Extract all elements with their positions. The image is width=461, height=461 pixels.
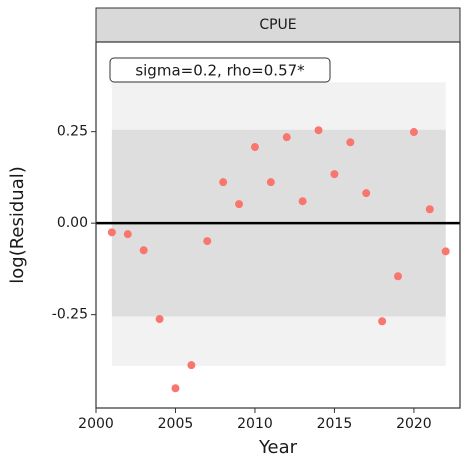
x-tick-label: 2015	[317, 416, 353, 432]
point	[171, 384, 180, 393]
point	[187, 361, 196, 370]
point	[107, 228, 116, 237]
point	[378, 317, 387, 326]
y-tick-label: 0.00	[57, 215, 88, 231]
point	[298, 197, 307, 206]
point	[330, 170, 339, 179]
point	[155, 315, 164, 324]
point	[203, 237, 212, 246]
point	[139, 246, 148, 255]
facet-label: CPUE	[259, 17, 296, 33]
plot-area	[96, 82, 460, 366]
x-axis-title: Year	[258, 437, 298, 458]
facet-strip	[95, 7, 461, 43]
y-axis-title: log(Residual)	[7, 166, 28, 284]
point	[282, 133, 291, 142]
point	[314, 126, 323, 135]
point	[409, 128, 418, 137]
point	[425, 205, 434, 214]
point	[266, 178, 275, 187]
x-tick-label: 2020	[396, 416, 432, 432]
point	[235, 200, 244, 209]
x-tick-label: 2005	[158, 416, 194, 432]
point	[362, 189, 371, 198]
point	[250, 143, 259, 152]
annotation: sigma=0.2, rho=0.57*	[135, 62, 305, 80]
point	[123, 230, 132, 239]
point	[441, 247, 450, 256]
y-tick-label: 0.25	[57, 124, 88, 140]
x-tick-label: 2000	[78, 416, 114, 432]
point	[346, 138, 355, 147]
point	[394, 272, 403, 281]
x-tick-label: 2010	[237, 416, 273, 432]
annotation-box	[109, 57, 331, 83]
panel-border	[95, 41, 461, 409]
y-tick-label: -0.25	[52, 307, 88, 323]
point	[219, 178, 228, 187]
